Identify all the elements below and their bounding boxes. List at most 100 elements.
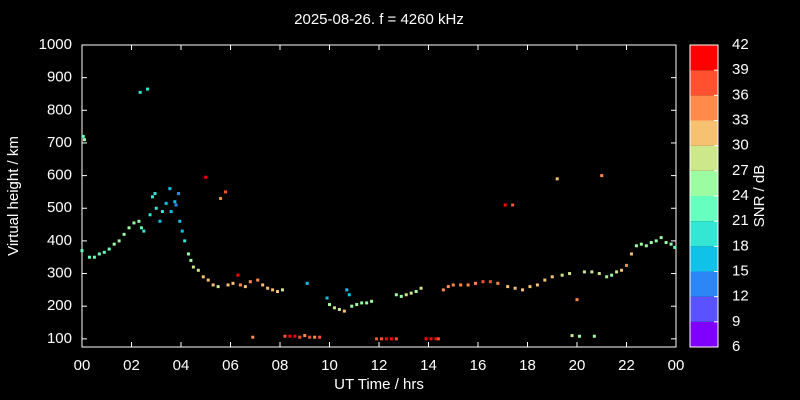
data-point: [511, 203, 515, 207]
data-point: [659, 236, 663, 240]
data-point: [466, 283, 470, 287]
data-point: [419, 286, 423, 290]
colorbar-band: [690, 246, 718, 272]
x-tick-label: 04: [173, 357, 190, 374]
data-point: [496, 281, 500, 285]
data-point: [503, 203, 507, 207]
data-point: [568, 272, 572, 276]
y-tick-label: 900: [47, 69, 72, 86]
data-point: [365, 301, 369, 305]
data-point: [434, 337, 438, 341]
colorbar-band: [690, 95, 718, 121]
data-point: [615, 270, 619, 274]
colorbar-band: [690, 221, 718, 247]
data-point: [404, 293, 408, 297]
data-point: [280, 288, 284, 292]
data-point: [488, 280, 492, 284]
colorbar-band: [690, 196, 718, 222]
data-point: [236, 273, 240, 277]
y-tick-label: 400: [47, 232, 72, 249]
data-point: [577, 334, 581, 338]
data-point: [332, 306, 336, 310]
data-point: [347, 293, 351, 297]
data-point: [243, 285, 247, 289]
data-point: [142, 229, 146, 233]
y-tick-label: 1000: [39, 36, 72, 53]
data-point: [231, 281, 235, 285]
data-point: [117, 239, 121, 243]
data-point: [328, 303, 331, 307]
data-point: [92, 255, 96, 259]
colorbar-band: [690, 296, 718, 322]
x-tick-label: 00: [74, 357, 91, 374]
data-point: [429, 337, 433, 341]
data-point: [669, 242, 673, 246]
data-point: [139, 226, 143, 230]
data-point: [168, 187, 172, 191]
y-axis-label: Virtual height / km: [5, 136, 22, 256]
data-point: [81, 134, 85, 138]
colorbar-tick-label: 18: [732, 237, 749, 254]
y-tick-label: 300: [47, 265, 72, 282]
colorbar-tick-label: 12: [732, 288, 749, 305]
data-point: [350, 304, 354, 308]
data-point: [582, 270, 586, 274]
colorbar-band: [690, 70, 718, 96]
data-point: [513, 286, 517, 290]
colorbar-tick-label: 30: [732, 137, 749, 154]
colorbar-label: SNR / dB: [751, 165, 768, 228]
colorbar-tick-label: 6: [732, 338, 740, 355]
data-point: [399, 294, 403, 298]
x-tick-label: 06: [222, 357, 239, 374]
data-point: [592, 334, 596, 338]
data-point: [305, 281, 309, 285]
data-point: [360, 301, 364, 305]
data-point: [409, 291, 413, 295]
data-point: [318, 335, 322, 339]
data-point: [148, 213, 152, 217]
data-point: [122, 232, 126, 236]
data-point: [555, 177, 559, 181]
colorbar-tick-label: 15: [732, 262, 749, 279]
data-point: [308, 335, 312, 339]
data-point: [201, 275, 205, 279]
colorbar-tick-label: 33: [732, 111, 749, 128]
data-point: [164, 201, 168, 205]
data-point: [266, 286, 270, 290]
data-point: [575, 298, 579, 302]
data-point: [649, 241, 653, 245]
data-point: [186, 252, 190, 256]
data-point: [634, 244, 638, 248]
data-point: [441, 288, 445, 292]
y-tick-label: 700: [47, 134, 72, 151]
plot-frame: [81, 44, 677, 348]
data-point: [459, 283, 463, 287]
data-point: [620, 268, 624, 272]
colorbar-tick-label: 39: [732, 61, 749, 78]
data-point: [127, 226, 131, 230]
x-tick-label: 02: [123, 357, 140, 374]
data-point: [82, 138, 86, 142]
data-point: [673, 245, 677, 249]
data-point: [597, 272, 601, 276]
data-point: [251, 335, 255, 339]
data-point: [87, 255, 91, 259]
y-tick-label: 600: [47, 167, 72, 184]
data-point: [664, 241, 668, 245]
data-point: [389, 337, 393, 341]
data-point: [97, 252, 101, 256]
data-point: [528, 285, 532, 289]
data-point: [337, 307, 341, 311]
x-axis-label: UT Time / hrs: [334, 376, 424, 393]
data-point: [288, 334, 292, 338]
x-tick-label: 08: [272, 357, 289, 374]
data-point: [173, 200, 177, 204]
data-point: [196, 268, 200, 272]
data-point: [248, 280, 252, 284]
colorbar-tick-label: 9: [732, 313, 740, 330]
data-point: [560, 273, 564, 277]
data-point: [303, 334, 307, 338]
colorbar-band: [690, 271, 718, 297]
